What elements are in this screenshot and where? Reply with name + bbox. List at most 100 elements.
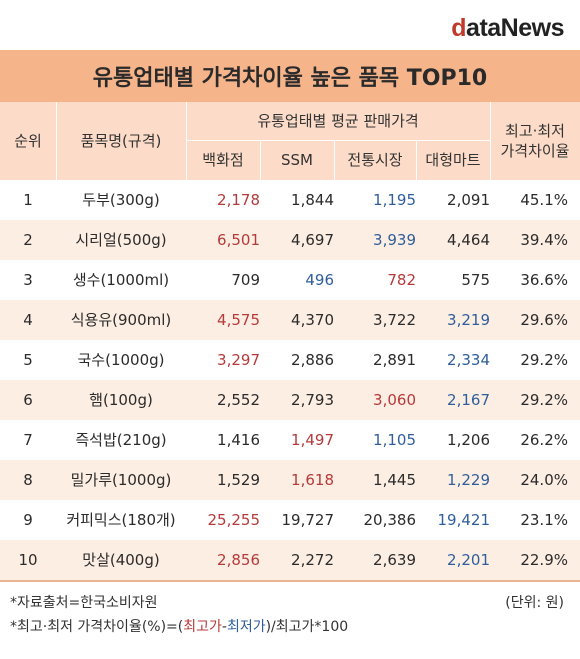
gap-rate-cell: 45.1% (520, 191, 568, 209)
item-name-cell: 식용유(900ml) (70, 311, 172, 329)
table-row: 6 햄(100g) 2,552 2,793 3,060 2,167 29.2% (0, 380, 580, 420)
ssm-price-cell: 1,844 (291, 191, 334, 209)
header-divider (260, 141, 261, 180)
ssm-price-cell: 1,497 (291, 431, 334, 449)
dept-price-cell: 709 (231, 271, 260, 289)
gap-rate-cell: 39.4% (520, 231, 568, 249)
gap-rate-cell: 24.0% (520, 471, 568, 489)
dept-price-cell: 4,575 (217, 311, 260, 329)
gap-rate-cell: 29.2% (520, 391, 568, 409)
header-market: 전통시장 (347, 151, 403, 170)
item-name-cell: 시리얼(500g) (75, 231, 167, 249)
header-ssm: SSM (281, 151, 313, 170)
header-gap-line1: 최고·최저 (505, 121, 565, 140)
header-item: 품목명(규격) (80, 131, 162, 150)
header-divider (490, 102, 491, 180)
table-row: 1 두부(300g) 2,178 1,844 1,195 2,091 45.1% (0, 180, 580, 220)
rank-cell: 9 (23, 511, 33, 529)
table-title-text: 유통업태별 가격차이율 높은 품목 TOP10 (92, 66, 488, 91)
market-price-cell: 20,386 (363, 511, 417, 529)
mart-price-cell: 19,421 (437, 511, 491, 529)
table-row: 7 즉석밥(210g) 1,416 1,497 1,105 1,206 26.2% (0, 420, 580, 460)
header-divider (56, 102, 57, 180)
market-price-cell: 1,445 (373, 471, 416, 489)
rank-cell: 8 (23, 471, 33, 489)
dept-price-cell: 2,178 (217, 191, 260, 209)
mart-price-cell: 4,464 (447, 231, 490, 249)
gap-rate-cell: 23.1% (520, 511, 568, 529)
item-name-cell: 커피믹스(180개) (66, 511, 176, 529)
header-divider (416, 141, 417, 180)
rank-cell: 10 (18, 551, 38, 569)
table-row: 5 국수(1000g) 3,297 2,886 2,891 2,334 29.2% (0, 340, 580, 380)
dept-price-cell: 1,529 (217, 471, 260, 489)
formula-high: 최고가 (183, 619, 222, 635)
rank-cell: 4 (23, 311, 33, 329)
ssm-price-cell: 19,727 (281, 511, 335, 529)
mart-price-cell: 2,201 (447, 551, 490, 569)
formula-low: 최저가 (226, 619, 266, 635)
dept-price-cell: 3,297 (217, 351, 260, 369)
item-name-cell: 두부(300g) (82, 191, 160, 209)
market-price-cell: 782 (387, 271, 416, 289)
header-divider (186, 140, 490, 141)
rank-cell: 1 (23, 191, 33, 209)
gap-rate-cell: 22.9% (520, 551, 568, 569)
formula-dash: - (221, 619, 227, 635)
market-price-cell: 1,195 (373, 191, 416, 209)
header-divider (334, 141, 335, 180)
dept-price-cell: 2,856 (217, 551, 260, 569)
table-title: 유통업태별 가격차이율 높은 품목 TOP10 (0, 50, 580, 102)
item-name-cell: 생수(1000ml) (72, 271, 170, 289)
dept-price-cell: 25,255 (207, 511, 261, 529)
item-name-cell: 밀가루(1000g) (70, 471, 172, 489)
gap-rate-cell: 29.2% (520, 351, 568, 369)
ssm-price-cell: 4,697 (291, 231, 334, 249)
mart-price-cell: 3,219 (447, 311, 490, 329)
ssm-price-cell: 496 (305, 271, 334, 289)
market-price-cell: 2,639 (373, 551, 416, 569)
formula-suffix: )/최고가*100 (265, 619, 349, 635)
mart-price-cell: 1,206 (447, 431, 490, 449)
item-name-cell: 국수(1000g) (77, 351, 165, 369)
ssm-price-cell: 2,886 (291, 351, 334, 369)
mart-price-cell: 1,229 (447, 471, 490, 489)
table-header: 순위 품목명(규격) 유통업태별 평균 판매가격 백화점 SSM 전통시장 대형… (0, 102, 580, 180)
gap-rate-cell: 26.2% (520, 431, 568, 449)
header-gap: 최고·최저 가격차이율 (490, 102, 580, 180)
gap-rate-cell: 29.6% (520, 311, 568, 329)
header-dept: 백화점 (202, 151, 244, 170)
mart-price-cell: 2,167 (447, 391, 490, 409)
ssm-price-cell: 4,370 (291, 311, 334, 329)
market-price-cell: 1,105 (373, 431, 416, 449)
rank-cell: 5 (23, 351, 33, 369)
dept-price-cell: 2,552 (217, 391, 260, 409)
rank-cell: 7 (23, 431, 33, 449)
rank-cell: 6 (23, 391, 33, 409)
table-row: 2 시리얼(500g) 6,501 4,697 3,939 4,464 39.4% (0, 220, 580, 260)
mart-price-cell: 2,091 (447, 191, 490, 209)
header-mart: 대형마트 (425, 151, 481, 170)
rank-cell: 2 (23, 231, 33, 249)
item-name-cell: 맛살(400g) (82, 551, 160, 569)
formula-note: *최고·최저 가격차이율(%)=(최고가-최저가)/최고가*100 (10, 616, 348, 636)
unit-note: (단위: 원) (505, 595, 564, 611)
table-bottom-border (0, 580, 580, 582)
item-name-cell: 즉석밥(210g) (75, 431, 167, 449)
item-name-cell: 햄(100g) (89, 391, 153, 409)
gap-rate-cell: 36.6% (520, 271, 568, 289)
market-price-cell: 3,722 (373, 311, 416, 329)
header-divider (186, 102, 187, 180)
datanews-logo: dataNews (451, 14, 564, 42)
market-price-cell: 3,939 (373, 231, 416, 249)
table-row: 8 밀가루(1000g) 1,529 1,618 1,445 1,229 24.0% (0, 460, 580, 500)
market-price-cell: 3,060 (373, 391, 416, 409)
header-price-group: 유통업태별 평균 판매가격 (257, 111, 419, 130)
mart-price-cell: 575 (461, 271, 490, 289)
market-price-cell: 2,891 (373, 351, 416, 369)
table-row: 3 생수(1000ml) 709 496 782 575 36.6% (0, 260, 580, 300)
ssm-price-cell: 1,618 (291, 471, 334, 489)
table-row: 4 식용유(900ml) 4,575 4,370 3,722 3,219 29.6% (0, 300, 580, 340)
mart-price-cell: 2,334 (447, 351, 490, 369)
formula-prefix: *최고·최저 가격차이율(%)=( (10, 619, 184, 635)
